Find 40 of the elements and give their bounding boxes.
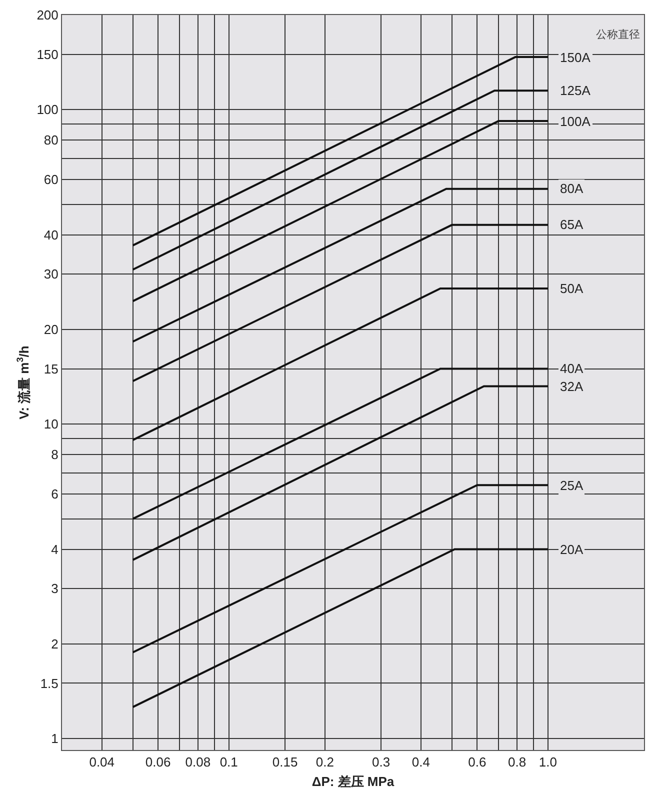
y-tick-label: 150	[36, 46, 58, 62]
y-tick-label: 2	[51, 636, 58, 652]
series-label: 80A	[560, 181, 584, 196]
series-label: 100A	[560, 114, 591, 129]
y-tick-label: 20	[44, 322, 58, 338]
y-tick-label: 100	[36, 102, 58, 118]
series-label: 25A	[560, 478, 584, 493]
x-tick-label: 0.1	[220, 754, 238, 770]
series-label: 50A	[560, 281, 584, 296]
x-axis-title: ΔP: 差压 MPa	[312, 774, 395, 790]
y-tick-label: 1	[51, 731, 58, 746]
x-tick-label: 0.2	[316, 754, 334, 770]
y-tick-label: 200	[36, 8, 58, 23]
x-tick-label: 0.6	[468, 754, 486, 770]
y-tick-label: 60	[44, 172, 58, 187]
series-label: 40A	[560, 361, 584, 376]
annotation: 公称直径	[596, 28, 640, 41]
y-tick-label: 4	[51, 542, 58, 557]
y-tick-label: 3	[51, 581, 58, 596]
y-tick-label: 40	[44, 227, 58, 242]
x-tick-label: 0.15	[272, 754, 298, 770]
y-tick-label: 1.5	[40, 676, 58, 691]
series-label: 20A	[560, 542, 584, 557]
x-tick-label: 0.4	[412, 754, 430, 770]
x-tick-label: 1.0	[538, 754, 557, 770]
series-label: 150A	[560, 50, 591, 65]
x-tick-label: 0.8	[508, 754, 526, 770]
series-label: 125A	[560, 83, 591, 98]
x-tick-label: 0.04	[89, 754, 115, 770]
y-tick-label: 30	[44, 266, 58, 282]
series-label: 32A	[560, 379, 584, 394]
x-tick-label: 0.06	[145, 754, 171, 770]
series-label: 65A	[560, 217, 584, 232]
x-tick-label: 0.3	[372, 754, 390, 770]
y-tick-label: 10	[44, 416, 58, 432]
y-tick-label: 80	[44, 132, 58, 148]
y-tick-label: 6	[51, 486, 58, 502]
x-tick-label: 0.08	[185, 754, 211, 770]
y-tick-label: 8	[51, 447, 58, 462]
y-tick-label: 15	[44, 361, 58, 376]
